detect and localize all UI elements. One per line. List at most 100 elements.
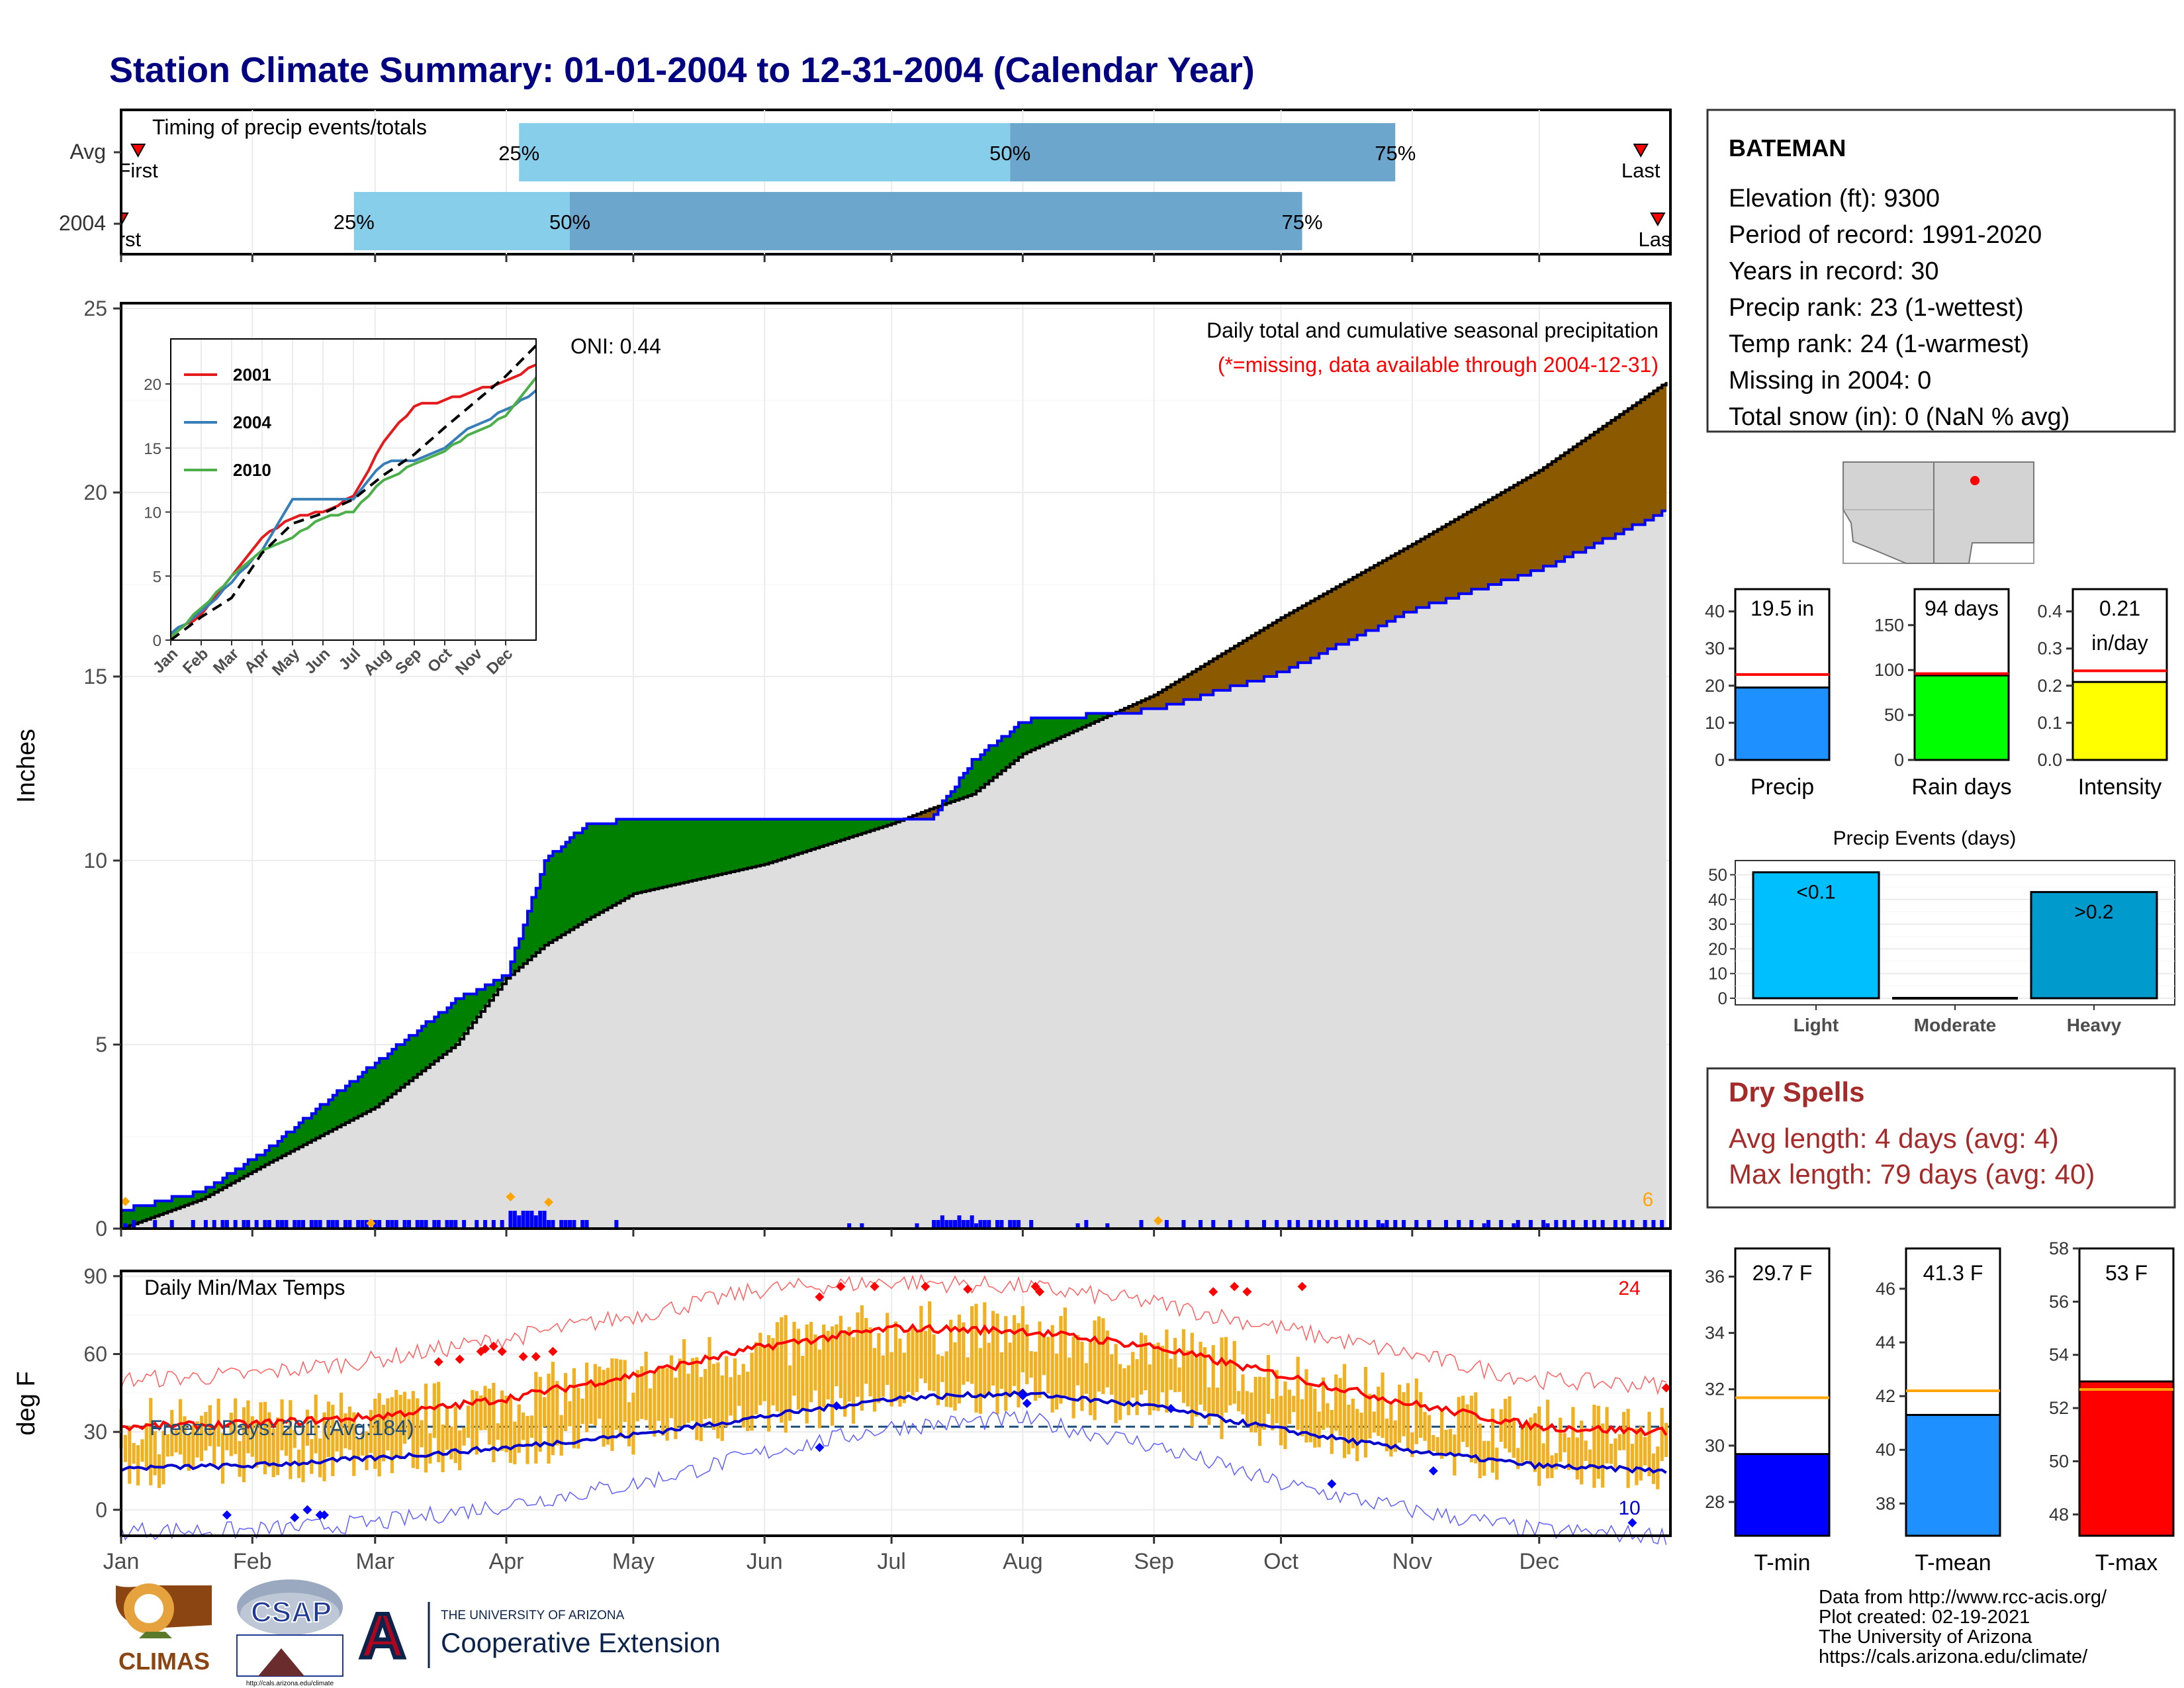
daily-temp-bar bbox=[1216, 1387, 1220, 1416]
daily-precip-bar bbox=[1296, 1220, 1300, 1229]
daily-precip-bar bbox=[1499, 1220, 1504, 1229]
daily-temp-bar bbox=[522, 1412, 525, 1440]
quartile-label: 25% bbox=[498, 142, 539, 165]
daily-temp-bar bbox=[1359, 1413, 1363, 1442]
daily-precip-bar bbox=[475, 1220, 479, 1229]
record-high-marker bbox=[531, 1352, 541, 1362]
temp-bar-tick-label: 34 bbox=[1705, 1323, 1725, 1343]
record-high-marker bbox=[433, 1357, 443, 1367]
daily-temp-bar bbox=[1402, 1391, 1406, 1436]
daily-precip-bar bbox=[1355, 1220, 1359, 1229]
daily-temp-bar bbox=[343, 1413, 347, 1448]
daily-precip-bar bbox=[1414, 1220, 1419, 1229]
record-high-marker bbox=[518, 1352, 528, 1362]
mini-bar-tick-label: 0.4 bbox=[2037, 602, 2062, 622]
record-low-marker bbox=[1627, 1518, 1637, 1528]
daily-precip-bar bbox=[1393, 1220, 1398, 1229]
daily-precip-bar bbox=[1317, 1220, 1322, 1229]
mini-bar-panel: 0.0 0.1 0.2 0.3 0.4 0.21 in/day Intensity bbox=[2037, 588, 2168, 800]
daily-temp-bar bbox=[508, 1397, 513, 1463]
record-high-marker bbox=[497, 1346, 507, 1356]
daily-temp-bar bbox=[610, 1358, 614, 1451]
daily-temp-bar bbox=[1482, 1440, 1486, 1476]
daily-temp-bar bbox=[826, 1331, 830, 1400]
mini-bar-tick-label: 10 bbox=[1705, 713, 1725, 733]
quartile-label: 50% bbox=[989, 142, 1030, 165]
daily-temp-bar bbox=[729, 1377, 733, 1416]
daily-precip-bar bbox=[584, 1220, 589, 1229]
year-cumulative-line bbox=[121, 509, 1666, 1212]
daily-precip-bar bbox=[280, 1220, 285, 1229]
daily-temp-bar bbox=[674, 1378, 678, 1440]
timing-row-label-2004: 2004 bbox=[59, 211, 106, 235]
daily-temp-bar bbox=[259, 1402, 263, 1463]
daily-precip-bar bbox=[1630, 1220, 1635, 1229]
daily-temp-bar bbox=[1114, 1344, 1118, 1423]
daily-temp-bar bbox=[1122, 1368, 1126, 1403]
station-line: Period of record: 1991-2020 bbox=[1729, 221, 2042, 249]
daily-temp-bar bbox=[978, 1348, 983, 1414]
daily-temp-bar bbox=[305, 1409, 310, 1446]
events-y-tick-label: 10 bbox=[1708, 964, 1727, 984]
daily-temp-bar bbox=[1571, 1407, 1575, 1470]
daily-temp-bar bbox=[1393, 1420, 1397, 1452]
daily-precip-bar bbox=[462, 1220, 467, 1229]
record-high-marker bbox=[1034, 1287, 1044, 1297]
climas-logo: CLIMAS bbox=[116, 1583, 212, 1675]
record-low-marker bbox=[815, 1442, 825, 1452]
daily-precip-bar bbox=[356, 1220, 361, 1229]
daily-precip-bar bbox=[296, 1220, 301, 1229]
temp-bar-value-label: 41.3 F bbox=[1923, 1261, 1983, 1285]
daily-temp-bar bbox=[987, 1342, 991, 1393]
oni-value: ONI: 0.44 bbox=[570, 334, 661, 358]
station-location-marker bbox=[1970, 476, 1979, 485]
daily-temp-bar bbox=[1448, 1429, 1452, 1454]
daily-temp-bar bbox=[631, 1392, 635, 1455]
daily-temp-bar bbox=[212, 1428, 216, 1468]
csap-logo: CSAP http://cals.arizona.edu/climate bbox=[236, 1579, 343, 1687]
daily-temp-bar bbox=[1601, 1423, 1605, 1488]
first-event-marker bbox=[130, 144, 146, 158]
daily-precip-bar bbox=[263, 1220, 267, 1229]
events-y-tick-label: 30 bbox=[1708, 914, 1727, 934]
temp-bar-value bbox=[1734, 1453, 1831, 1537]
daily-temp-bar bbox=[1575, 1437, 1579, 1479]
daily-temp-bar bbox=[449, 1427, 453, 1460]
snow-marker bbox=[544, 1197, 554, 1207]
mini-bar-value-label: 0.21 bbox=[2099, 596, 2140, 620]
daily-precip-bar bbox=[987, 1220, 991, 1229]
daily-temp-bar bbox=[157, 1454, 161, 1488]
mini-bar-tick-label: 20 bbox=[1705, 676, 1725, 696]
temp-bar-label: T-max bbox=[2095, 1550, 2158, 1575]
record-low-marker bbox=[1018, 1391, 1028, 1401]
daily-temp-bar bbox=[1614, 1438, 1617, 1468]
daily-temp-bar bbox=[1651, 1453, 1656, 1484]
inset-y-tick-label: 0 bbox=[153, 632, 161, 650]
daily-temp-bar bbox=[1559, 1417, 1563, 1462]
daily-temp-bar bbox=[1304, 1369, 1308, 1443]
daily-precip-bar bbox=[123, 1223, 128, 1229]
daily-precip-bar bbox=[220, 1220, 225, 1229]
temp-bar-tick-label: 40 bbox=[1876, 1440, 1895, 1460]
daily-temp-bar bbox=[665, 1368, 669, 1441]
daily-temp-bar bbox=[822, 1324, 826, 1408]
timing-clip-right bbox=[1672, 110, 1706, 254]
daily-temp-bar bbox=[1059, 1316, 1063, 1404]
daily-precip-bar bbox=[1008, 1220, 1013, 1229]
climas-text: CLIMAS bbox=[118, 1648, 210, 1675]
csap-text: CSAP bbox=[251, 1596, 332, 1628]
daily-precip-bar bbox=[1427, 1220, 1432, 1229]
daily-precip-bar bbox=[301, 1220, 306, 1229]
record-high-marker bbox=[921, 1282, 931, 1291]
daily-precip-bar bbox=[547, 1220, 551, 1229]
daily-precip-bar bbox=[284, 1220, 289, 1229]
daily-precip-bar bbox=[254, 1220, 259, 1229]
daily-temp-bar bbox=[1105, 1331, 1109, 1387]
daily-precip-bar bbox=[390, 1220, 394, 1229]
daily-temp-bar bbox=[289, 1400, 293, 1479]
daily-precip-bar bbox=[318, 1220, 322, 1229]
mini-bar-value-label: 19.5 in bbox=[1751, 596, 1814, 620]
record-high-marker bbox=[488, 1341, 498, 1351]
daily-temp-bar bbox=[1580, 1421, 1584, 1485]
daily-temp-bar bbox=[301, 1427, 305, 1483]
